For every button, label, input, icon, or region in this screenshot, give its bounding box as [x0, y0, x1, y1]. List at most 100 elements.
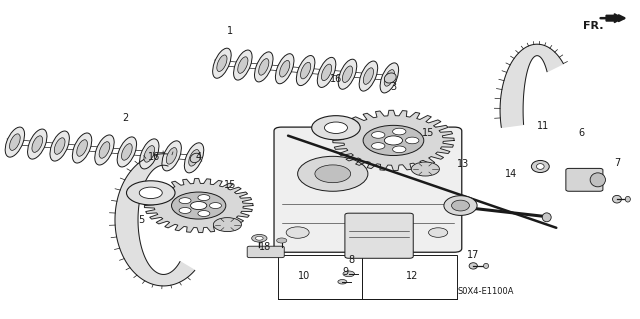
Circle shape	[429, 228, 448, 237]
Ellipse shape	[483, 263, 488, 269]
Ellipse shape	[140, 139, 159, 169]
Circle shape	[179, 207, 191, 213]
Ellipse shape	[317, 57, 336, 87]
FancyBboxPatch shape	[274, 127, 462, 252]
Ellipse shape	[122, 144, 132, 160]
Ellipse shape	[342, 66, 353, 83]
FancyBboxPatch shape	[345, 213, 413, 258]
Ellipse shape	[590, 173, 605, 187]
Circle shape	[406, 137, 419, 144]
Ellipse shape	[234, 50, 252, 80]
Text: 17: 17	[467, 250, 479, 260]
Ellipse shape	[5, 127, 24, 157]
Circle shape	[191, 202, 207, 210]
Text: 18: 18	[259, 242, 271, 252]
Text: 16: 16	[148, 152, 160, 161]
Circle shape	[276, 238, 287, 243]
Ellipse shape	[184, 143, 204, 173]
Polygon shape	[500, 44, 563, 127]
Ellipse shape	[50, 131, 69, 161]
Circle shape	[385, 136, 403, 145]
Text: 11: 11	[537, 121, 549, 131]
Circle shape	[198, 211, 210, 217]
Ellipse shape	[625, 196, 630, 202]
Ellipse shape	[212, 48, 231, 78]
Circle shape	[343, 271, 355, 277]
Ellipse shape	[72, 133, 92, 163]
Circle shape	[286, 227, 309, 238]
Circle shape	[363, 125, 424, 156]
Ellipse shape	[301, 62, 311, 79]
Circle shape	[338, 279, 347, 284]
Circle shape	[140, 187, 163, 198]
Ellipse shape	[117, 137, 136, 167]
Text: 14: 14	[505, 169, 518, 179]
Ellipse shape	[99, 142, 110, 158]
Ellipse shape	[380, 63, 399, 93]
Circle shape	[179, 198, 191, 204]
Circle shape	[172, 192, 226, 219]
Ellipse shape	[166, 148, 177, 164]
Ellipse shape	[255, 52, 273, 82]
Circle shape	[324, 122, 348, 133]
Text: 4: 4	[195, 152, 202, 161]
Circle shape	[312, 116, 360, 140]
Circle shape	[372, 132, 385, 138]
Ellipse shape	[54, 138, 65, 154]
FancyBboxPatch shape	[566, 168, 603, 191]
Ellipse shape	[32, 136, 43, 152]
Ellipse shape	[531, 160, 549, 173]
Ellipse shape	[296, 56, 315, 85]
Text: 3: 3	[390, 82, 396, 92]
Circle shape	[255, 236, 263, 240]
Text: 10: 10	[298, 271, 310, 281]
Circle shape	[252, 234, 267, 242]
Ellipse shape	[275, 54, 294, 84]
Bar	[362, 255, 458, 299]
Ellipse shape	[384, 73, 396, 83]
Text: S0X4-E1100A: S0X4-E1100A	[458, 287, 514, 296]
Ellipse shape	[338, 59, 356, 89]
Circle shape	[372, 143, 385, 149]
Ellipse shape	[536, 164, 544, 169]
FancyArrow shape	[606, 14, 622, 23]
Text: 2: 2	[122, 113, 128, 123]
Ellipse shape	[321, 64, 332, 81]
Ellipse shape	[612, 196, 621, 203]
Polygon shape	[333, 110, 454, 171]
Ellipse shape	[259, 59, 269, 75]
Text: 7: 7	[614, 158, 620, 168]
Ellipse shape	[189, 150, 200, 166]
Ellipse shape	[144, 146, 155, 162]
Ellipse shape	[237, 57, 248, 73]
Circle shape	[209, 203, 221, 209]
Text: 16: 16	[330, 74, 342, 84]
Ellipse shape	[280, 61, 290, 77]
Circle shape	[392, 146, 406, 153]
Text: 6: 6	[579, 128, 585, 138]
Ellipse shape	[162, 141, 181, 171]
Ellipse shape	[190, 153, 201, 163]
Ellipse shape	[217, 55, 227, 71]
Text: 15: 15	[224, 180, 237, 190]
Polygon shape	[115, 154, 195, 286]
Text: 12: 12	[406, 271, 419, 281]
Ellipse shape	[95, 135, 114, 165]
Ellipse shape	[10, 134, 20, 150]
Ellipse shape	[542, 213, 551, 222]
FancyBboxPatch shape	[247, 246, 284, 258]
Ellipse shape	[77, 140, 88, 156]
Ellipse shape	[359, 61, 378, 91]
Text: 13: 13	[458, 160, 470, 169]
Circle shape	[392, 128, 406, 135]
Circle shape	[412, 162, 440, 176]
Ellipse shape	[444, 196, 477, 215]
Text: 15: 15	[422, 128, 435, 138]
Circle shape	[198, 195, 210, 201]
Ellipse shape	[364, 68, 374, 84]
Text: 1: 1	[227, 26, 234, 36]
Text: 9: 9	[342, 267, 348, 278]
Circle shape	[213, 218, 241, 232]
Text: FR.: FR.	[583, 21, 604, 31]
Circle shape	[315, 165, 351, 183]
